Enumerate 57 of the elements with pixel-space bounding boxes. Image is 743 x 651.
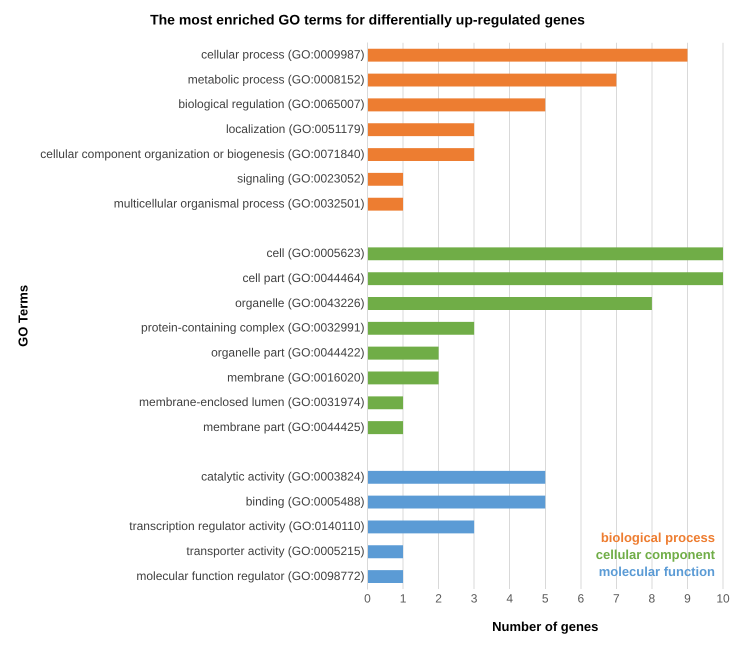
y-tick-label: multicellular organismal process (GO:0032501) <box>114 196 364 210</box>
bar <box>368 372 439 384</box>
bar <box>368 470 546 484</box>
bar <box>368 123 474 136</box>
y-tick-label: cellular process (GO:0009987) <box>201 48 364 62</box>
y-tick-label: signaling (GO:0023052) <box>237 172 364 186</box>
x-tick-label: 7 <box>613 592 620 606</box>
x-tick-label: 4 <box>506 592 514 606</box>
bar <box>368 297 652 310</box>
x-tick-label: 0 <box>364 592 372 606</box>
y-tick-label: catalytic activity (GO:0003824) <box>201 470 364 484</box>
text: molecular function <box>598 564 716 580</box>
y-tick-label: localization (GO:0051179) <box>226 122 364 136</box>
bar <box>368 198 404 211</box>
bar <box>368 172 404 186</box>
bar <box>368 520 474 534</box>
x-tick-label: 3 <box>470 592 478 606</box>
y-tick-label: transcription regulator activity (GO:0140110) <box>129 519 365 534</box>
bar <box>368 98 546 112</box>
y-tick-label: transporter activity (GO:0005215) <box>186 544 365 558</box>
x-tick-label: 9 <box>684 592 692 606</box>
chart-title: The most enriched GO terms for differentially up-regulated genes <box>150 11 586 28</box>
x-axis-title: Number of genes <box>492 618 598 634</box>
y-tick-label: molecular function regulator (GO:0098772) <box>136 568 364 583</box>
text: biological process <box>600 530 715 546</box>
y-tick-label: metabolic process (GO:0008152) <box>188 72 364 86</box>
y-tick-label: membrane part (GO:0044425) <box>203 420 364 434</box>
y-tick-label: organelle part (GO:0044422) <box>211 345 364 360</box>
y-tick-label: cellular component organization or biogenesis (GO:0071840) <box>40 146 364 161</box>
x-tick-label: 1 <box>400 592 407 606</box>
text: cellular component <box>596 547 716 562</box>
y-tick-label: organelle (GO:0043226) <box>235 296 364 310</box>
y-tick-label: binding (GO:0005488) <box>246 494 364 508</box>
bar <box>368 421 404 434</box>
x-tick-label: 5 <box>542 592 549 606</box>
x-tick-label: 2 <box>435 592 442 606</box>
y-tick-label: cell part (GO:0044464) <box>242 270 365 285</box>
bar <box>368 346 439 360</box>
y-tick-label: protein-containing complex (GO:0032991) <box>141 320 364 335</box>
bar <box>368 570 404 584</box>
x-tick-label: 6 <box>577 592 584 606</box>
bar <box>368 247 723 260</box>
bar <box>368 148 474 161</box>
bar <box>368 545 404 558</box>
bar <box>368 272 723 286</box>
x-tick-label: 10 <box>716 592 730 606</box>
bar <box>368 322 474 335</box>
bar <box>368 396 404 410</box>
y-tick-label: membrane-enclosed lumen (GO:0031974) <box>139 395 364 410</box>
y-tick-label: cell (GO:0005623) <box>266 246 364 260</box>
bar <box>368 48 688 62</box>
y-tick-label: membrane (GO:0016020) <box>227 370 364 384</box>
y-axis-title: GO Terms <box>15 284 30 347</box>
y-tick-label: biological regulation (GO:0065007) <box>178 97 364 112</box>
bar <box>368 496 546 509</box>
bar <box>368 74 616 86</box>
x-tick-label: 8 <box>648 592 656 606</box>
